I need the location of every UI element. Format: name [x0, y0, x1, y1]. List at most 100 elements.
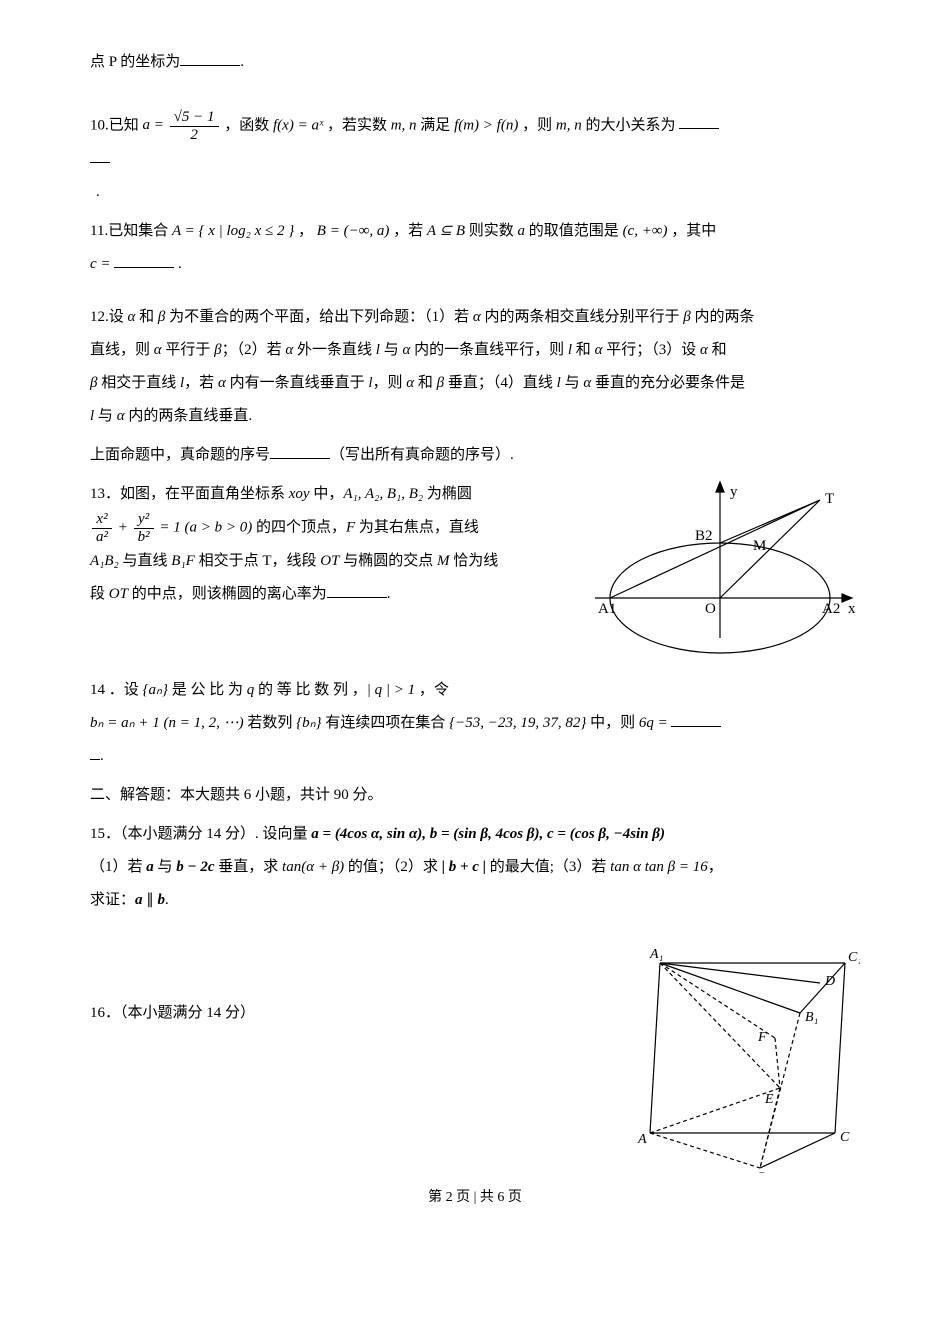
m: | q | > 1 — [367, 682, 415, 698]
t: 的中点，则该椭圆的离心率为 — [128, 586, 327, 602]
m: {−53, −23, 19, 37, 82} — [449, 715, 586, 731]
t: 直线，则 — [90, 342, 154, 358]
t: 垂直的充分必要条件是 — [591, 375, 745, 391]
q12: 12.设 α 和 β 为不重合的两个平面，给出下列命题：（1）若 α 内的两条相… — [90, 301, 860, 433]
n: y² — [134, 511, 154, 529]
page-footer: 第 2 页 | 共 6 页 — [90, 1183, 860, 1214]
text: ，若实数 — [327, 117, 391, 133]
m: b − 2c — [176, 859, 214, 875]
blank — [671, 711, 721, 727]
q9: 点 P 的坐标为. — [90, 46, 860, 79]
t: 有连续四项在集合 — [322, 715, 450, 731]
text: 10.已知 — [90, 117, 143, 133]
eq: f(m) > f(n) — [454, 117, 518, 133]
m: bₙ = aₙ + 1 (n = 1, 2, ⋯) — [90, 715, 244, 731]
m: + — [114, 519, 132, 535]
blank — [270, 443, 330, 459]
m: xoy — [289, 486, 310, 502]
eq: A ⊆ B — [427, 223, 465, 239]
lbl-x: x — [848, 601, 856, 617]
lbl: C — [840, 1130, 850, 1145]
m: = 1 (a > b > 0) — [156, 519, 253, 535]
t: 与 — [94, 408, 117, 424]
blank — [90, 147, 110, 163]
lbl-A1: A1 — [598, 601, 616, 617]
t: 外一条直线 — [293, 342, 376, 358]
m: α — [473, 309, 481, 325]
t: 与 — [561, 375, 584, 391]
t: . — [387, 586, 391, 602]
text: ，函数 — [224, 117, 273, 133]
ellipse-figure: y x T M O A1 A2 B2 — [590, 478, 860, 658]
blank — [327, 582, 387, 598]
footer-text: 第 2 页 | 共 6 页 — [428, 1190, 522, 1205]
t: . — [100, 748, 104, 764]
blank — [679, 113, 719, 129]
t: 14 ．设 — [90, 682, 143, 698]
t: 的四个顶点， — [256, 519, 346, 535]
m: a — [135, 892, 143, 908]
t: 16．（本小题满分 14 分） — [90, 1005, 255, 1021]
eq: (c, +∞) — [623, 223, 668, 239]
m: b — [158, 892, 166, 908]
lbl: A₁ — [649, 947, 663, 962]
q9-prefix: 点 P 的坐标为 — [90, 54, 180, 70]
t: 和 — [708, 342, 727, 358]
t: 为椭圆 — [423, 486, 472, 502]
eq: c = — [90, 256, 114, 272]
m: α — [117, 408, 125, 424]
lbl-y: y — [730, 484, 738, 500]
n: x² — [92, 511, 112, 529]
lbl: C₁ — [848, 950, 860, 965]
m: OT — [109, 586, 128, 602]
text: . — [96, 184, 100, 200]
eq: A = { x | log₂ x ≤ 2 } — [172, 223, 294, 239]
eq: f(x) = aˣ — [273, 117, 323, 133]
eq: m, n — [556, 117, 582, 133]
lhs: a = — [143, 117, 164, 133]
text: 的取值范围是 — [529, 223, 623, 239]
prism-figure: A₁ C₁ B₁ D F E A C B — [630, 943, 860, 1173]
t: 二、解答题：本大题共 6 小题，共计 90 分。 — [90, 787, 383, 803]
lbl: B — [758, 1169, 766, 1173]
m: {bₙ} — [296, 715, 321, 731]
eq: a — [518, 223, 526, 239]
m: OT — [320, 553, 339, 569]
t: ，若 — [184, 375, 218, 391]
m: α — [700, 342, 708, 358]
t: ；（2）若 — [222, 342, 286, 358]
m: β — [214, 342, 221, 358]
t: 是 公 比 为 — [168, 682, 247, 698]
m: A₁B₂ — [90, 553, 119, 569]
lbl: E — [764, 1092, 774, 1107]
blank — [180, 50, 240, 66]
t: 15．（本小题满分 14 分）. 设向量 — [90, 826, 311, 842]
eq: a = √5 − 12 — [143, 117, 225, 133]
t: 恰为线 — [449, 553, 498, 569]
lbl: A — [637, 1132, 647, 1147]
lbl-M: M — [753, 538, 766, 554]
t: 和 — [572, 342, 595, 358]
t: 中，则 — [586, 715, 639, 731]
section-2-heading: 二、解答题：本大题共 6 小题，共计 90 分。 — [90, 779, 860, 812]
t: ，则 — [373, 375, 407, 391]
m: β — [683, 309, 690, 325]
m: {aₙ} — [143, 682, 168, 698]
t: （1）若 — [90, 859, 146, 875]
m: 6q = — [639, 715, 672, 731]
lbl: F — [757, 1030, 767, 1045]
t: 求证： — [90, 892, 135, 908]
m: a = (4cos α, sin α), b = (sin β, 4cos β)… — [311, 826, 665, 842]
t: 平行；（3）设 — [602, 342, 700, 358]
lbl-O: O — [705, 601, 716, 617]
text: 11.已知集合 — [90, 223, 172, 239]
m: tan(α + β) — [282, 859, 344, 875]
t: 为不重合的两个平面，给出下列命题：（1）若 — [165, 309, 473, 325]
text: . — [174, 256, 182, 272]
blank — [114, 252, 174, 268]
m: tan α tan β = 16 — [610, 859, 708, 875]
t: 与 — [380, 342, 403, 358]
den: 2 — [170, 127, 219, 144]
t: 中， — [310, 486, 344, 502]
t: 为其右焦点，直线 — [355, 519, 479, 535]
